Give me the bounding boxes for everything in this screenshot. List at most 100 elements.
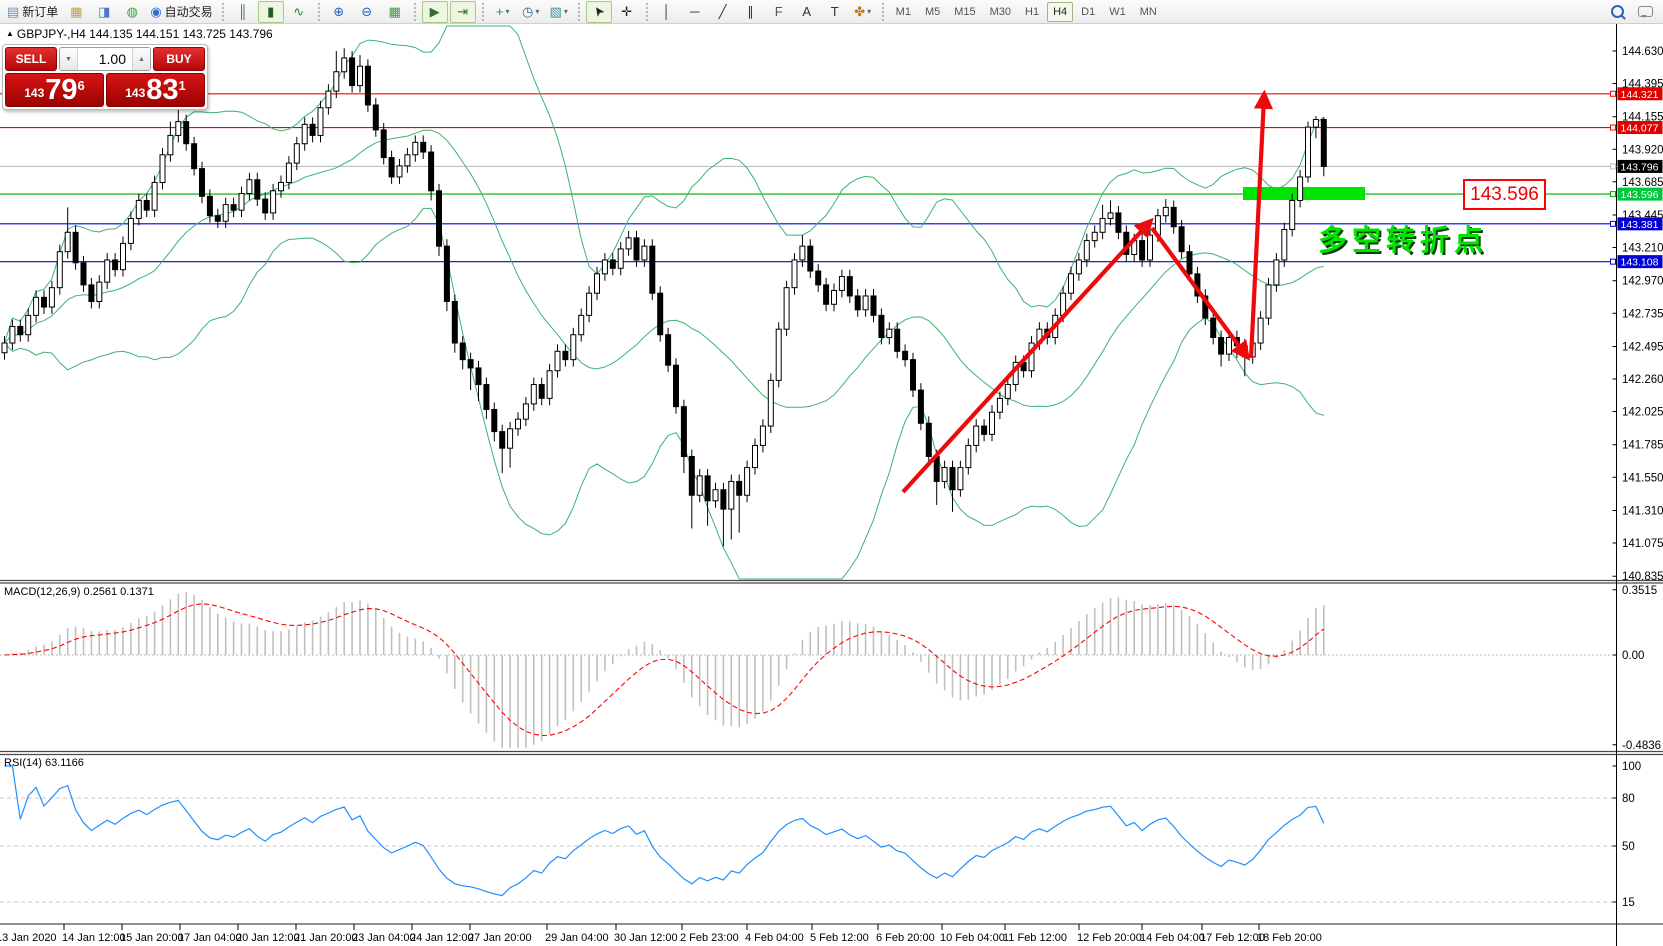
crosshair-button[interactable]: ✛ <box>614 1 640 23</box>
volume-input[interactable]: 1.00 <box>98 51 126 67</box>
chinese-annotation[interactable]: 多空转折点 <box>1318 225 1489 257</box>
candle-up <box>886 328 893 338</box>
sell-button[interactable]: SELL <box>5 47 57 71</box>
chevron-down-icon[interactable]: ▾ <box>535 7 540 16</box>
buy-price-panel[interactable]: 143 83 1 <box>106 73 205 107</box>
timeframe-button-d1[interactable]: D1 <box>1081 5 1096 18</box>
trend-arrow[interactable] <box>1150 226 1250 361</box>
timeframe-button-mn[interactable]: MN <box>1139 5 1157 18</box>
candle-down <box>459 342 466 361</box>
zoom-in-button[interactable]: ⊕ <box>326 1 352 23</box>
buy-price-prefix: 143 <box>125 86 146 100</box>
candle-down <box>143 199 150 211</box>
candle-down <box>538 384 545 399</box>
candle-up <box>1075 259 1082 275</box>
candle-down <box>981 425 988 435</box>
search-icon[interactable] <box>1611 5 1624 18</box>
timeframe-button-w1[interactable]: W1 <box>1109 5 1126 18</box>
candle-up <box>317 107 324 136</box>
candle-chart-type-button[interactable]: ▮ <box>257 0 284 23</box>
chevron-down-icon[interactable]: ▾ <box>563 7 568 16</box>
candle-down <box>349 57 356 87</box>
time-axis-label: 13 Jan 2020 <box>0 932 57 944</box>
tile-windows-icon: ▦ <box>388 4 401 19</box>
time-axis-label: 30 Jan 12:00 <box>614 932 678 944</box>
auto-scroll-button[interactable]: ▶ <box>421 0 448 23</box>
timeframe-button-h1[interactable]: H1 <box>1025 5 1040 18</box>
candle-down <box>41 296 47 308</box>
navigator-button[interactable]: ◍ <box>119 1 145 23</box>
candle-down <box>443 245 450 303</box>
price-axis-tick: 140.835 <box>1622 571 1663 583</box>
chart-canvas[interactable]: 144.630144.395144.155143.920143.685143.4… <box>0 24 1663 946</box>
line-chart-type-button[interactable]: ∿ <box>286 1 312 23</box>
fibonacci-button[interactable]: F <box>766 1 792 23</box>
crosshair-icon: ✛ <box>621 4 633 19</box>
periods-button[interactable]: ◷ ▾ <box>518 1 544 23</box>
indicators-button[interactable]: + ▾ <box>490 1 516 23</box>
price-level-tag[interactable]: 143.596 <box>1463 179 1546 210</box>
candle-down <box>420 141 427 153</box>
candle-up <box>617 248 624 269</box>
timeframe-button-m5[interactable]: M5 <box>924 5 941 18</box>
sell-price-pip: 6 <box>77 78 85 93</box>
rsi-panel <box>0 765 1617 903</box>
price-axis-tick: 144.630 <box>1622 46 1663 58</box>
candle-up <box>712 489 719 502</box>
buy-button[interactable]: BUY <box>153 47 205 71</box>
tile-windows-button[interactable]: ▦ <box>382 1 408 23</box>
candle-up <box>601 259 608 275</box>
shapes-button[interactable]: ✤ ▾ <box>850 1 876 23</box>
timeframe-button-m1[interactable]: M1 <box>895 5 911 18</box>
charts-window-icon: ▦ <box>70 4 83 19</box>
candle-down <box>949 467 956 491</box>
candle-up <box>270 190 277 214</box>
vertical-line-button[interactable]: │ <box>654 1 680 23</box>
autotrade-button-label: 自动交易 <box>164 5 213 19</box>
chat-icon[interactable] <box>1638 6 1653 18</box>
candle-up <box>941 467 948 482</box>
sell-price-panel[interactable]: 143 79 6 <box>5 73 104 107</box>
candle-down <box>475 367 482 386</box>
text-label-button[interactable]: T <box>822 1 848 23</box>
timeframe-button-m15[interactable]: M15 <box>954 5 976 18</box>
trend-arrow[interactable] <box>1248 89 1274 359</box>
timeframe-button-h4[interactable]: H4 <box>1047 1 1074 22</box>
toolbar-separator <box>221 2 224 21</box>
candle-up <box>1297 176 1304 201</box>
bar-chart-type-button[interactable]: ║ <box>230 1 256 23</box>
volume-increase-button[interactable]: ▲ <box>132 48 150 70</box>
candle-down <box>428 151 435 192</box>
green-highlight-box[interactable] <box>1243 187 1365 200</box>
chart-shift-button[interactable]: ⇥ <box>449 0 476 23</box>
text-button[interactable]: A <box>794 1 820 23</box>
charts-window-button[interactable]: ▦ <box>63 1 89 23</box>
autotrade-icon: ◉ <box>150 4 162 19</box>
timeframe-button-m30[interactable]: M30 <box>989 5 1012 18</box>
candle-down <box>483 384 490 410</box>
candle-up <box>238 193 245 211</box>
zoom-out-button[interactable]: ⊖ <box>354 1 380 23</box>
trendline-button[interactable]: ╱ <box>710 1 736 23</box>
candle-down <box>206 195 213 217</box>
autotrade-button[interactable]: ◉ 自动交易 <box>147 1 215 23</box>
candle-up <box>791 259 798 289</box>
collapse-panel-icon[interactable]: ▲ <box>6 29 14 38</box>
chevron-down-icon[interactable]: ▾ <box>505 7 510 16</box>
templates-button[interactable]: ▧ ▾ <box>546 1 572 23</box>
candle-down <box>657 292 664 336</box>
trend-arrow[interactable] <box>901 217 1154 494</box>
chevron-down-icon[interactable]: ▾ <box>867 7 872 16</box>
candle-up <box>1099 217 1106 233</box>
candle-down <box>254 179 261 200</box>
candle-up <box>507 428 514 449</box>
channel-button[interactable]: ∥ <box>738 1 764 23</box>
data-window-button[interactable]: ◨ <box>91 1 117 23</box>
trend-arrows[interactable] <box>901 89 1274 494</box>
volume-decrease-button[interactable]: ▼ <box>60 48 78 70</box>
cursor-button[interactable]: ➤ <box>585 0 612 23</box>
new-order-button[interactable]: ▤ 新订单 <box>4 1 61 23</box>
horizontal-line-button[interactable]: ─ <box>682 1 708 23</box>
candle-down <box>720 489 727 510</box>
